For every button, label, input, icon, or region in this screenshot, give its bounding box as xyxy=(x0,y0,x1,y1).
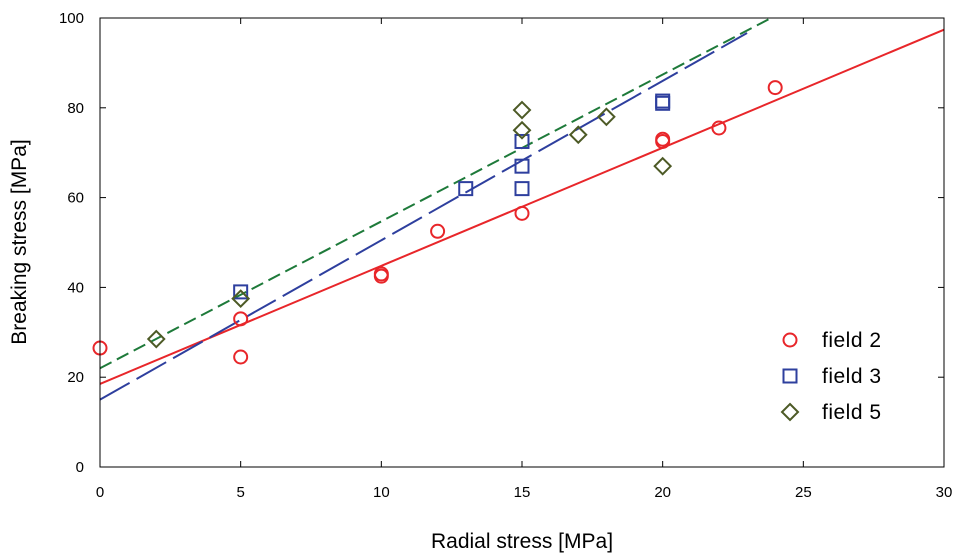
point-field-3 xyxy=(233,284,249,300)
legend-marker-field-5 xyxy=(780,402,800,422)
point-field-5 xyxy=(512,100,532,120)
point-field-5 xyxy=(596,107,616,127)
point-field-5 xyxy=(568,125,588,145)
point-field-5 xyxy=(146,329,166,349)
point-field-2 xyxy=(711,120,727,136)
y-tick-label: 0 xyxy=(76,459,84,476)
x-tick-label: 0 xyxy=(96,484,104,501)
x-tick-label: 10 xyxy=(373,484,390,501)
point-field-5 xyxy=(512,120,532,140)
fit-line-field-5 xyxy=(99,17,772,370)
y-axis-title: Breaking stress [MPa] xyxy=(8,139,31,344)
y-tick-label: 80 xyxy=(67,100,84,117)
x-tick-label: 25 xyxy=(795,484,812,501)
tick-labels: 0 5 10 15 20 25 30 0 20 40 60 80 100 xyxy=(59,10,952,501)
point-field-3 xyxy=(655,93,671,109)
fit-line-field-3 xyxy=(99,32,748,401)
axis-ticks xyxy=(99,17,945,468)
point-field-2 xyxy=(655,133,671,149)
plot-frame xyxy=(99,17,945,468)
x-tick-label: 5 xyxy=(236,484,244,501)
legend-label: field 2 xyxy=(822,329,882,352)
x-axis-title: Radial stress [MPa] xyxy=(431,530,613,553)
x-tick-label: 30 xyxy=(936,484,953,501)
point-field-2 xyxy=(430,223,446,239)
x-tick-label: 15 xyxy=(514,484,531,501)
legend-label: field 5 xyxy=(822,401,882,424)
y-tick-label: 20 xyxy=(67,369,84,386)
y-tick-label: 60 xyxy=(67,190,84,207)
y-tick-label: 100 xyxy=(59,10,84,27)
point-field-2 xyxy=(233,349,249,365)
point-field-5 xyxy=(231,289,251,309)
point-field-2 xyxy=(233,311,249,327)
point-field-2 xyxy=(514,205,530,221)
point-field-3 xyxy=(514,133,530,149)
point-field-3 xyxy=(458,181,474,197)
point-field-3 xyxy=(514,158,530,174)
point-field-2 xyxy=(767,80,783,96)
legend-marker-field-2 xyxy=(782,332,798,348)
data-points xyxy=(92,80,783,365)
point-field-3 xyxy=(514,181,530,197)
point-field-2 xyxy=(373,268,389,284)
fit-lines xyxy=(99,17,945,401)
point-field-5 xyxy=(653,156,673,176)
legend-marker-field-3 xyxy=(782,368,798,384)
y-tick-label: 40 xyxy=(67,279,84,296)
legend: field 2 field 3 field 5 xyxy=(780,329,882,424)
legend-label: field 3 xyxy=(822,365,882,388)
x-tick-label: 20 xyxy=(654,484,671,501)
